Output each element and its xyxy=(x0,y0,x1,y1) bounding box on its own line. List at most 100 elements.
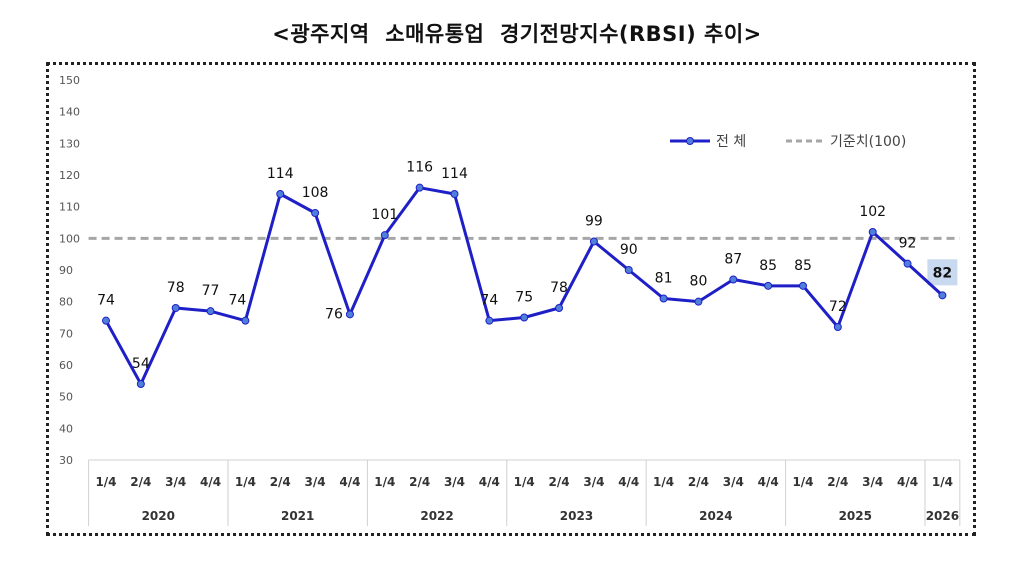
x-tick-year: 2025 xyxy=(839,509,872,523)
data-label: 85 xyxy=(759,258,777,274)
y-tick-label: 40 xyxy=(59,422,73,435)
data-point xyxy=(102,316,110,325)
data-label: 99 xyxy=(585,214,603,230)
data-label: 78 xyxy=(167,280,185,296)
y-tick-label: 70 xyxy=(59,327,73,340)
y-tick-label: 50 xyxy=(59,391,73,404)
y-tick-label: 140 xyxy=(59,106,80,119)
x-tick-quarter: 1/4 xyxy=(95,475,116,489)
legend: 전 체 기준치(100) xyxy=(670,134,906,150)
data-point xyxy=(171,304,180,312)
data-point xyxy=(520,313,529,322)
y-tick-label: 120 xyxy=(59,169,80,182)
data-label: 85 xyxy=(794,258,812,274)
data-point xyxy=(903,259,912,268)
data-label: 81 xyxy=(655,271,673,287)
data-label: 74 xyxy=(97,293,115,309)
data-label: 76 xyxy=(325,306,343,322)
x-tick-quarter: 2/4 xyxy=(827,475,848,489)
data-point xyxy=(415,183,424,192)
data-labels: 74 54 78 77 74 114 108 76 101 116 114 74 75 78 99 90 81 8… xyxy=(97,160,952,372)
x-tick-quarter: 2/4 xyxy=(130,475,151,489)
x-tick-year: 2021 xyxy=(281,509,314,523)
data-point xyxy=(624,266,633,274)
x-tick-year: 2026 xyxy=(926,509,959,523)
x-tick-quarter: 2/4 xyxy=(409,475,430,489)
x-tick-quarter: 4/4 xyxy=(339,475,360,489)
y-tick-label: 30 xyxy=(59,454,73,467)
x-tick-quarter: 1/4 xyxy=(653,475,674,489)
data-point xyxy=(589,237,598,246)
data-label: 82 xyxy=(933,265,952,281)
data-point xyxy=(555,304,564,312)
highlight-box xyxy=(927,259,958,286)
y-tick-label: 150 xyxy=(59,74,80,87)
data-point xyxy=(799,281,807,290)
legend-series-label: 전 체 xyxy=(716,134,746,150)
data-point xyxy=(450,190,459,198)
data-point xyxy=(868,228,877,236)
x-tick-quarter: 1/4 xyxy=(792,475,813,489)
series-total xyxy=(102,183,958,388)
x-tick-quarter: 4/4 xyxy=(897,475,918,489)
data-label: 116 xyxy=(406,160,433,176)
data-point xyxy=(764,281,773,290)
x-tick-quarter: 1/4 xyxy=(374,475,395,489)
x-tick-quarter: 4/4 xyxy=(200,475,221,489)
chart-title: <광주지역 소매유통업 경기전망지수(RBSI) 추이> xyxy=(272,22,762,46)
data-label: 114 xyxy=(441,166,468,182)
x-tick-quarter: 3/4 xyxy=(444,475,465,489)
data-point xyxy=(938,291,947,300)
x-tick-quarter: 4/4 xyxy=(758,475,779,489)
x-tick-quarter: 2/4 xyxy=(270,475,291,489)
data-label: 80 xyxy=(690,274,708,290)
y-tick-label: 130 xyxy=(59,137,80,150)
data-label: 114 xyxy=(267,166,294,182)
data-point xyxy=(659,294,668,303)
data-label: 78 xyxy=(550,280,568,296)
data-point xyxy=(136,380,145,388)
data-point xyxy=(833,323,842,331)
data-label: 102 xyxy=(859,204,886,220)
data-point xyxy=(276,190,285,198)
x-tick-quarter: 2/4 xyxy=(549,475,570,489)
data-label: 101 xyxy=(371,207,398,223)
data-label: 74 xyxy=(228,293,246,309)
data-point xyxy=(729,275,738,284)
y-tick-label: 60 xyxy=(59,359,73,372)
legend-reference-label: 기준치(100) xyxy=(830,134,906,150)
data-label: 90 xyxy=(620,242,638,258)
x-tick-quarter: 3/4 xyxy=(305,475,326,489)
data-point xyxy=(206,307,215,316)
data-point xyxy=(485,316,494,325)
y-tick-label: 110 xyxy=(59,201,80,214)
x-tick-year: 2022 xyxy=(420,509,453,523)
data-label: 77 xyxy=(202,283,220,299)
chart-frame xyxy=(46,62,976,536)
data-label: 72 xyxy=(829,299,847,315)
data-label: 87 xyxy=(724,252,742,268)
series-line xyxy=(104,186,944,386)
data-label: 108 xyxy=(302,185,329,201)
x-tick-quarter: 3/4 xyxy=(862,475,883,489)
data-point xyxy=(311,209,320,217)
y-axis: 30 40 50 60 70 80 90 100 110 120 130 140 150 xyxy=(59,74,80,467)
data-point xyxy=(241,316,250,325)
x-tick-quarter: 1/4 xyxy=(514,475,535,489)
y-tick-label: 100 xyxy=(59,232,80,245)
x-tick-year: 2020 xyxy=(142,509,175,523)
x-tick-year: 2024 xyxy=(699,509,732,523)
x-tick-year: 2023 xyxy=(560,509,593,523)
x-tick-quarter: 3/4 xyxy=(583,475,604,489)
y-tick-label: 90 xyxy=(59,264,73,277)
data-point xyxy=(380,231,389,240)
x-tick-quarter: 1/4 xyxy=(932,475,953,489)
x-tick-quarter: 1/4 xyxy=(235,475,256,489)
x-tick-quarter: 4/4 xyxy=(618,475,639,489)
y-tick-label: 80 xyxy=(59,296,73,309)
legend-series-marker xyxy=(686,137,694,145)
data-label: 92 xyxy=(899,236,917,252)
data-point xyxy=(694,297,703,306)
x-tick-quarter: 3/4 xyxy=(165,475,186,489)
